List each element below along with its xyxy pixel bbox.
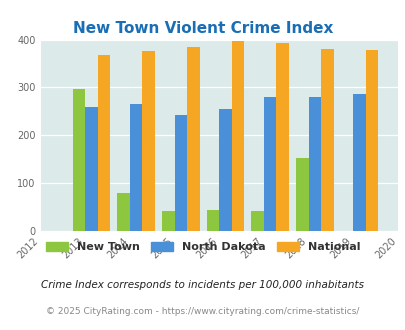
Bar xyxy=(206,211,219,231)
Bar xyxy=(276,43,288,231)
Bar xyxy=(295,158,308,231)
Bar xyxy=(142,51,155,231)
Bar xyxy=(251,211,263,231)
Bar xyxy=(174,115,187,231)
Text: Crime Index corresponds to incidents per 100,000 inhabitants: Crime Index corresponds to incidents per… xyxy=(41,280,364,290)
Bar xyxy=(308,97,320,231)
Legend: New Town, North Dakota, National: New Town, North Dakota, National xyxy=(46,242,359,252)
Bar xyxy=(117,193,130,231)
Bar xyxy=(365,50,377,231)
Bar xyxy=(263,97,276,231)
Bar xyxy=(231,41,244,231)
Bar xyxy=(85,107,98,231)
Bar xyxy=(162,211,174,231)
Bar xyxy=(98,55,110,231)
Bar xyxy=(130,104,142,231)
Text: New Town Violent Crime Index: New Town Violent Crime Index xyxy=(72,21,333,36)
Bar xyxy=(219,109,231,231)
Bar xyxy=(187,47,199,231)
Bar xyxy=(320,49,333,231)
Bar xyxy=(72,89,85,231)
Text: © 2025 CityRating.com - https://www.cityrating.com/crime-statistics/: © 2025 CityRating.com - https://www.city… xyxy=(46,307,359,316)
Bar xyxy=(352,94,365,231)
